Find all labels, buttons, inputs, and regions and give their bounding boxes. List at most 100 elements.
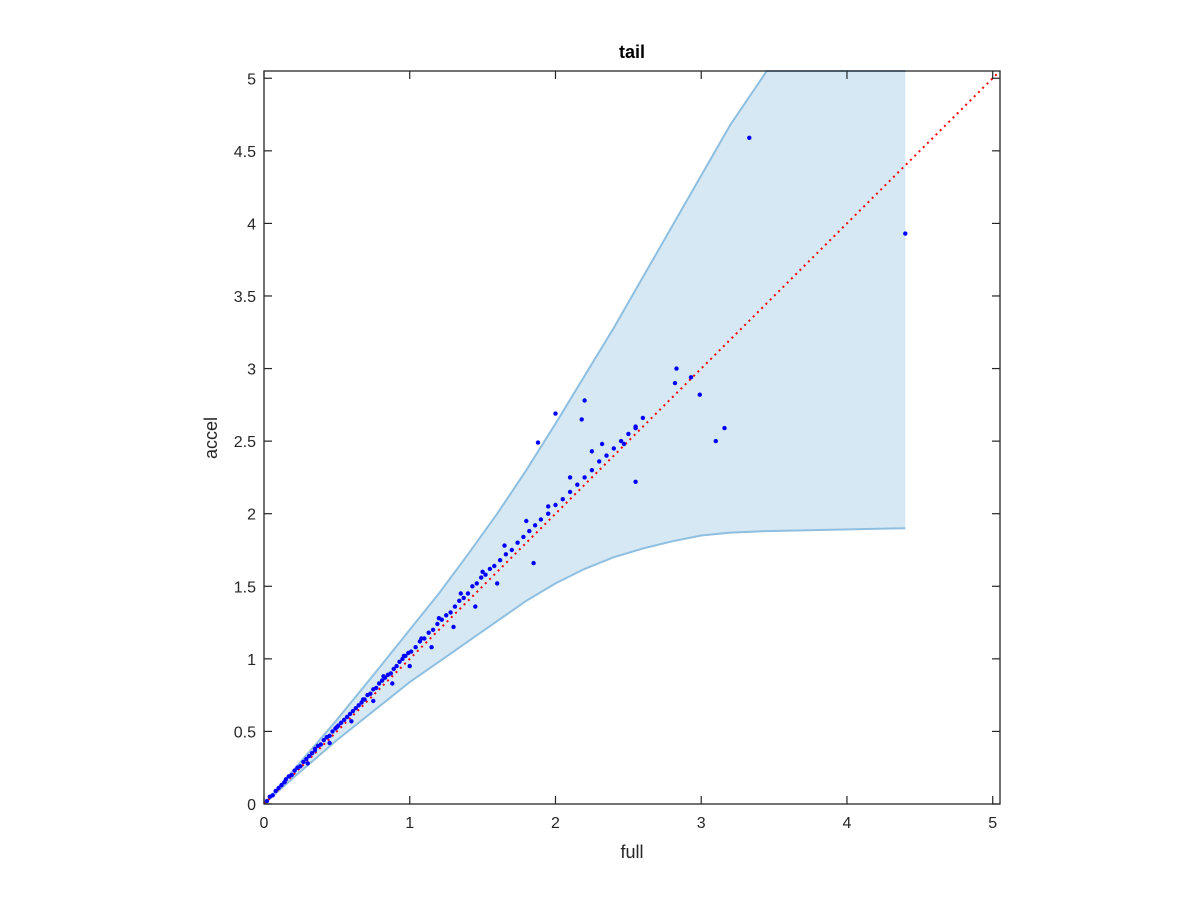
chart-title: tail — [619, 42, 645, 62]
data-point — [483, 572, 488, 577]
data-point — [270, 793, 275, 798]
data-point — [480, 569, 485, 574]
x-tick-label: 4 — [843, 815, 852, 832]
data-point — [567, 489, 573, 495]
data-point — [391, 666, 396, 672]
data-point — [527, 528, 532, 534]
data-point — [309, 751, 315, 756]
data-point — [327, 733, 332, 738]
data-point — [289, 772, 294, 778]
x-tick-label: 3 — [697, 815, 706, 832]
data-point — [318, 742, 323, 747]
x-axis-label: full — [620, 842, 643, 862]
x-axis-ticks: 0 1 2 3 4 5 — [260, 71, 997, 832]
data-point — [276, 785, 281, 791]
data-point — [301, 759, 306, 765]
data-point — [599, 441, 605, 447]
x-tick-label: 0 — [260, 815, 269, 832]
data-point — [495, 581, 500, 586]
data-point — [903, 231, 908, 236]
data-point — [334, 724, 340, 730]
data-point — [342, 717, 347, 722]
x-tick-label: 2 — [551, 815, 560, 832]
data-point — [697, 392, 702, 397]
data-point — [509, 547, 514, 553]
data-point — [535, 440, 541, 445]
data-point — [413, 645, 418, 650]
data-point — [279, 782, 284, 788]
x-tick-label: 5 — [988, 815, 997, 832]
data-point — [502, 543, 507, 548]
data-point — [579, 417, 584, 422]
data-point — [492, 563, 497, 569]
data-point — [379, 678, 385, 683]
data-point — [374, 685, 379, 691]
data-point — [582, 398, 587, 403]
data-point — [327, 740, 332, 746]
data-points — [264, 135, 908, 804]
data-point — [560, 497, 565, 502]
data-point — [381, 674, 386, 679]
data-point — [575, 482, 580, 487]
data-point — [435, 621, 440, 627]
data-point — [304, 756, 309, 762]
data-point — [344, 714, 350, 720]
data-point — [419, 636, 424, 641]
data-point — [407, 663, 412, 669]
data-point — [429, 645, 434, 650]
data-point — [524, 518, 529, 524]
data-point — [353, 706, 358, 711]
y-tick-label: 0 — [247, 797, 256, 814]
data-point — [356, 703, 361, 708]
data-point — [582, 475, 587, 480]
data-point — [688, 375, 694, 380]
data-point — [674, 366, 679, 371]
y-tick-label: 1.5 — [234, 579, 256, 596]
y-tick-label: 3.5 — [234, 289, 256, 306]
y-tick-label: 2.5 — [234, 434, 256, 451]
data-point — [722, 425, 727, 431]
data-point — [444, 613, 449, 618]
band-lower-edge — [263, 527, 906, 805]
data-point — [713, 438, 718, 444]
data-point — [347, 711, 353, 717]
data-point — [553, 411, 558, 416]
data-point — [457, 598, 462, 603]
data-point — [553, 502, 558, 508]
data-point — [621, 441, 627, 447]
data-point — [567, 475, 573, 480]
data-point — [273, 788, 278, 794]
data-point — [401, 653, 407, 659]
data-point — [409, 649, 414, 654]
data-point — [292, 768, 297, 773]
y-tick-label: 4 — [247, 216, 256, 233]
data-point — [350, 708, 356, 714]
data-point — [531, 560, 536, 566]
data-point — [397, 659, 402, 664]
data-point — [672, 380, 678, 386]
y-axis-label: accel — [201, 417, 221, 459]
y-tick-label: 1 — [247, 652, 256, 669]
band-fill — [264, 71, 906, 804]
data-point — [626, 431, 631, 437]
data-point — [390, 681, 395, 686]
data-point — [339, 720, 344, 725]
y-axis-ticks: 0 0.5 1 1.5 2 2.5 3 3.5 4 4.5 5 — [234, 71, 1000, 814]
y-tick-label: 4.5 — [234, 144, 256, 161]
data-point — [368, 691, 373, 696]
band-upper-edge — [263, 70, 906, 805]
x-tick-label: 1 — [405, 815, 414, 832]
data-point — [487, 566, 493, 572]
data-point — [360, 697, 366, 702]
data-point — [473, 604, 478, 609]
y-tick-label: 3 — [247, 362, 256, 379]
data-point — [394, 663, 399, 669]
data-point — [264, 798, 270, 804]
confidence-band — [263, 70, 906, 805]
data-point — [458, 591, 463, 596]
identity-reference-line — [263, 70, 1001, 805]
data-point — [465, 591, 471, 596]
data-point — [503, 552, 509, 557]
data-point — [376, 681, 382, 686]
